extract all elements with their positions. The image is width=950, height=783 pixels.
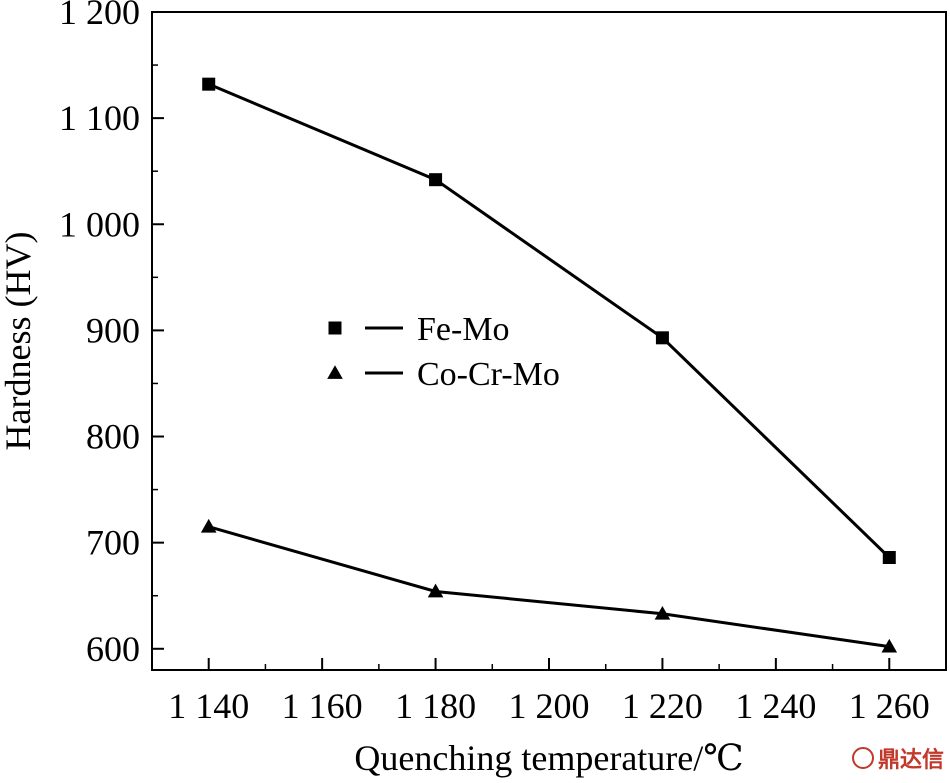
legend-marker-1 — [328, 321, 342, 335]
data-point-series-2 — [654, 605, 671, 620]
y-tick-label: 1 200 — [59, 0, 140, 32]
x-tick-label: 1 220 — [622, 686, 703, 726]
x-tick-label: 1 240 — [735, 686, 816, 726]
watermark-text: 鼎达信 — [877, 748, 944, 773]
watermark-logo: 鼎达信 — [851, 742, 944, 774]
data-point-series-2 — [427, 583, 444, 598]
series-line-2 — [208, 525, 890, 649]
data-point-series-1 — [882, 551, 896, 565]
legend-label-1: Fe-Mo — [417, 311, 510, 348]
data-point-series-2 — [200, 518, 217, 533]
y-tick-label: 600 — [86, 629, 140, 669]
series-line-1 — [208, 82, 891, 559]
watermark-circle-icon — [851, 747, 874, 769]
x-tick-label: 1 200 — [509, 686, 590, 726]
data-point-series-1 — [202, 77, 216, 91]
x-tick-label: 1 140 — [168, 686, 249, 726]
y-axis-label: Hardness (HV) — [0, 232, 38, 451]
y-tick-label: 1 100 — [59, 98, 140, 138]
y-tick-label: 900 — [86, 310, 140, 350]
legend-label-2: Co-Cr-Mo — [417, 356, 560, 393]
legend-marker-2 — [327, 365, 343, 379]
data-point-series-2 — [881, 638, 898, 653]
data-point-series-1 — [655, 331, 669, 345]
data-point-series-1 — [429, 173, 443, 187]
x-tick-label: 1 180 — [395, 686, 476, 726]
y-tick-label: 700 — [86, 523, 140, 563]
x-tick-label: 1 160 — [282, 686, 363, 726]
x-axis-label: Quenching temperature/℃ — [354, 738, 743, 778]
y-tick-label: 800 — [86, 417, 140, 457]
y-tick-label: 1 000 — [59, 204, 140, 244]
x-tick-label: 1 260 — [849, 686, 930, 726]
